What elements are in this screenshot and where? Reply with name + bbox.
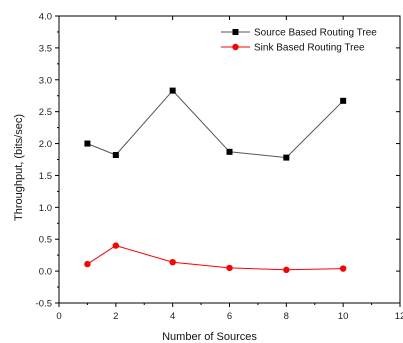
y-axis-title: Throughput, (bits/sec) [13, 114, 25, 221]
plot-border [58, 15, 401, 304]
y-tick-label: 1.0 [39, 203, 52, 214]
y-tick-label: 0.0 [39, 267, 52, 278]
data-point-source-based [226, 148, 233, 155]
data-point-sink-based [112, 242, 120, 249]
x-tick-label: 10 [338, 311, 349, 322]
data-point-source-based [340, 97, 347, 104]
x-tick-label: 2 [113, 311, 118, 322]
data-point-source-based [112, 152, 119, 159]
data-point-sink-based [339, 265, 347, 272]
legend: Source Based Routing Tree Sink Based Rout… [221, 28, 377, 54]
x-tick-label: 6 [227, 311, 232, 322]
legend-marker-source-based [232, 29, 239, 35]
legend-label-source-based: Source Based Routing Tree [254, 28, 377, 39]
y-tick-label: 1.5 [39, 171, 52, 182]
legend-marker-sink-based [232, 43, 239, 51]
x-axis-ticks: 0 2 4 6 8 10 12 [56, 16, 403, 322]
x-tick-label: 8 [284, 311, 289, 322]
x-tick-label: 12 [395, 311, 403, 322]
series-line-sink-based [87, 245, 344, 271]
legend-label-sink-based: Sink Based Routing Tree [254, 43, 365, 54]
y-tick-label: 4.0 [39, 12, 52, 23]
x-axis-title: Number of Sources [162, 331, 257, 343]
y-tick-label: -0.5 [36, 299, 52, 310]
y-tick-label: 2.5 [39, 107, 52, 118]
data-point-source-based [169, 87, 176, 94]
data-point-source-based [84, 140, 91, 147]
y-tick-label: 3.0 [39, 75, 52, 86]
data-point-source-based [283, 154, 290, 161]
data-point-sink-based [226, 264, 233, 272]
y-tick-label: 0.5 [39, 235, 52, 246]
y-axis-ticks: -0.5 0.0 0.5 1.0 1.5 2.0 2.5 3.0 3.5 4.0 [36, 12, 400, 310]
y-tick-label: 2.0 [39, 139, 52, 150]
series-line-source-based [87, 89, 344, 159]
data-point-sink-based [169, 258, 176, 266]
x-tick-label: 4 [170, 311, 175, 322]
series-layer [84, 87, 347, 274]
plot-frame [58, 15, 401, 304]
data-point-sink-based [283, 266, 290, 274]
data-point-sink-based [84, 260, 91, 268]
y-tick-label: 3.5 [39, 43, 52, 54]
x-tick-label: 0 [56, 311, 61, 322]
